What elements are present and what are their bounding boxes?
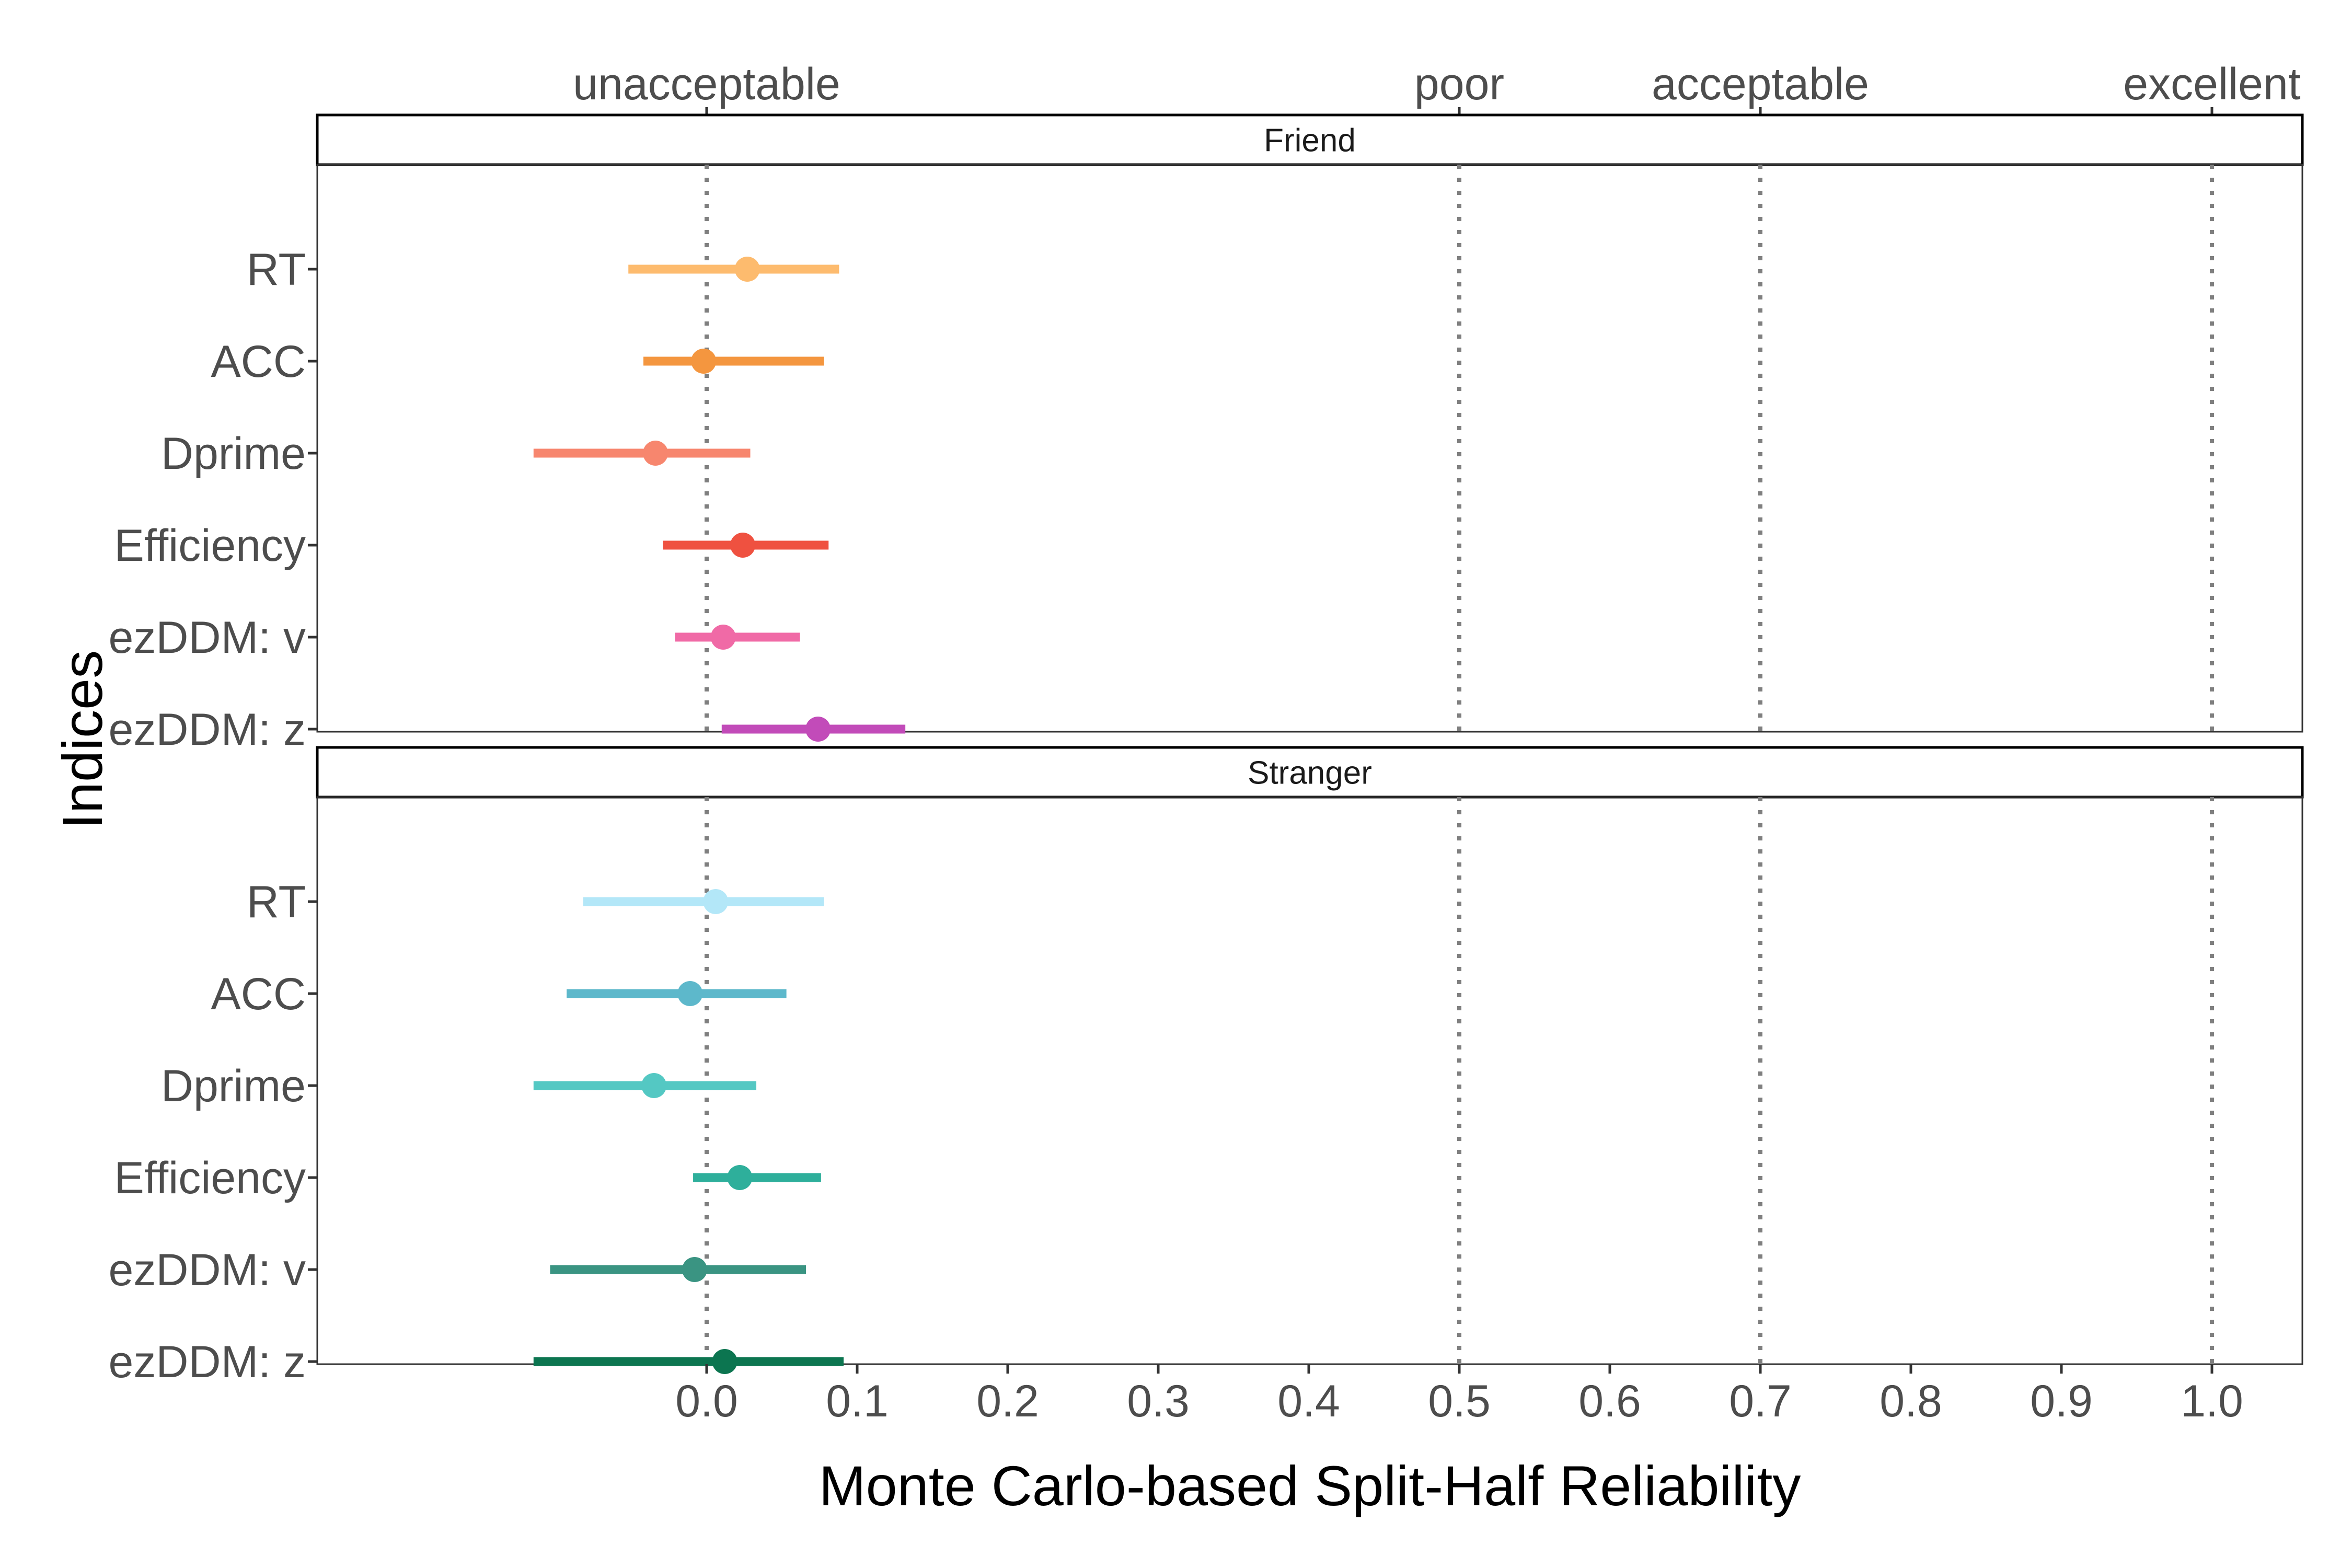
estimate-point <box>727 1165 753 1190</box>
estimate-point <box>730 533 756 558</box>
y-tick-label: Dprime <box>161 1061 306 1111</box>
y-tick-label: ezDDM: z <box>109 1337 306 1387</box>
estimate-point <box>643 441 668 466</box>
panel-border <box>316 164 2303 733</box>
x-axis-title: Monte Carlo-based Split-Half Reliability <box>819 1454 1801 1517</box>
estimate-point <box>712 1349 737 1374</box>
x-tick-label: 0.8 <box>1880 1376 1942 1426</box>
facet-panel-friend: Friend RT ACC Dprime Efficiency ezDDM: v ezDDM… <box>109 113 2304 755</box>
x-axis: 0.0 0.1 0.2 0.3 0.4 0.5 0.6 0.7 0.8 0.9 1.0 <box>675 1364 2243 1426</box>
y-tick-label: Efficiency <box>114 521 306 571</box>
y-tick-label: ezDDM: v <box>109 613 306 663</box>
y-tick-label: ACC <box>211 337 306 387</box>
y-tick-label: ezDDM: v <box>109 1245 306 1295</box>
x-tick-label: 0.9 <box>2030 1376 2093 1426</box>
estimate-point <box>691 349 717 374</box>
y-tick-label: Dprime <box>161 429 306 479</box>
y-tick-label: Efficiency <box>114 1153 306 1203</box>
x-tick-label: 0.1 <box>826 1376 889 1426</box>
facet-strip-label: Stranger <box>1248 755 1372 791</box>
x-tick-label: 0.3 <box>1127 1376 1190 1426</box>
facet-panel-stranger: Stranger RT ACC Dprime Efficiency ezDDM: v ezD… <box>109 746 2304 1387</box>
estimate-point <box>703 889 729 914</box>
estimate-point <box>710 625 736 650</box>
x-tick-label: 0.5 <box>1428 1376 1491 1426</box>
threshold-label: excellent <box>2123 59 2301 109</box>
estimate-point <box>682 1257 707 1282</box>
estimate-point <box>805 717 831 742</box>
threshold-label: poor <box>1414 59 1504 109</box>
y-axis-title: Indices <box>51 650 114 829</box>
threshold-label: acceptable <box>1652 59 1869 109</box>
x-tick-label: 0.4 <box>1277 1376 1340 1426</box>
y-tick-label: ezDDM: z <box>109 705 306 755</box>
x-tick-label: 1.0 <box>2181 1376 2243 1426</box>
y-tick-label: RT <box>247 877 306 927</box>
estimate-point <box>734 257 760 282</box>
y-tick-label: ACC <box>211 969 306 1019</box>
x-tick-label: 0.7 <box>1729 1376 1792 1426</box>
y-tick-label: RT <box>247 245 306 295</box>
x-tick-label: 0.6 <box>1578 1376 1641 1426</box>
x-tick-label: 0.0 <box>675 1376 738 1426</box>
x-tick-label: 0.2 <box>976 1376 1039 1426</box>
estimate-point <box>677 981 703 1006</box>
threshold-label: unacceptable <box>573 59 840 109</box>
facet-strip-label: Friend <box>1264 123 1356 159</box>
panels: Friend RT ACC Dprime Efficiency ezDDM: v ezDDM… <box>109 113 2304 1387</box>
estimate-point <box>641 1073 667 1098</box>
threshold-labels: unacceptable poor acceptable excellent <box>573 59 2301 115</box>
